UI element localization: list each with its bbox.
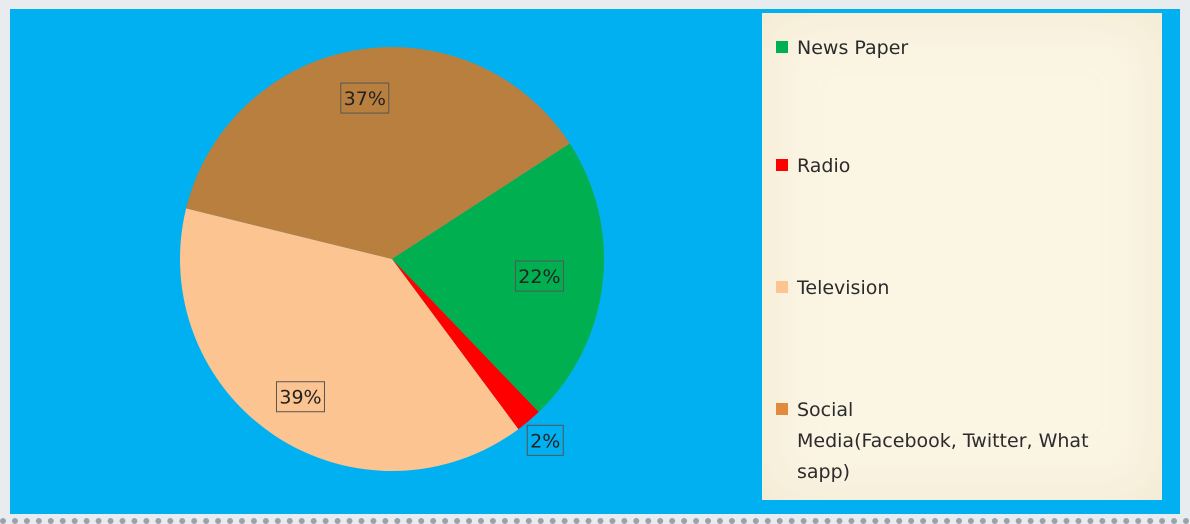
legend-item-radio: Radio xyxy=(776,151,1156,182)
legend-label-radio: Radio xyxy=(797,155,851,177)
data-label-radio: 2% xyxy=(526,424,564,456)
data-label-news-paper: 22% xyxy=(514,260,564,292)
data-label-box-news-paper xyxy=(514,260,564,292)
data-label-social-media: 37% xyxy=(340,82,390,114)
legend-swatch-news-paper xyxy=(776,41,788,53)
data-label-television: 39% xyxy=(275,381,325,413)
pie-chart: 22% 2% 39% 37% xyxy=(180,47,605,471)
pie-slice-radio xyxy=(392,259,539,430)
legend-label-social-media: Social Media(Facebook, Twitter, What sap… xyxy=(797,399,1089,483)
legend-item-news-paper: News Paper xyxy=(776,33,1156,64)
legend-swatch-radio xyxy=(776,159,788,171)
chart-plot-area: 22% 2% 39% 37% News Paper Radio Television … xyxy=(10,9,1180,514)
pie-slice-television xyxy=(180,208,519,471)
pie-slice-news-paper xyxy=(392,143,605,413)
data-label-box-television xyxy=(275,381,325,413)
legend-label-television: Television xyxy=(797,277,890,299)
chart-legend: News Paper Radio Television Social Media… xyxy=(762,13,1162,500)
legend-label-news-paper: News Paper xyxy=(797,37,909,59)
data-label-box-radio xyxy=(526,424,564,456)
legend-item-television: Television xyxy=(776,273,1156,304)
data-label-text-television: 39% xyxy=(279,387,321,409)
data-label-text-radio: 2% xyxy=(530,430,560,452)
legend-swatch-social-media xyxy=(776,403,788,415)
legend-swatch-television xyxy=(776,281,788,293)
data-label-box-social-media xyxy=(340,82,390,114)
data-label-text-news-paper: 22% xyxy=(518,266,560,288)
pie-slice-social-media xyxy=(186,47,570,260)
data-label-text-social-media: 37% xyxy=(344,88,386,110)
legend-item-social-media: Social Media(Facebook, Twitter, What sap… xyxy=(776,395,1156,488)
